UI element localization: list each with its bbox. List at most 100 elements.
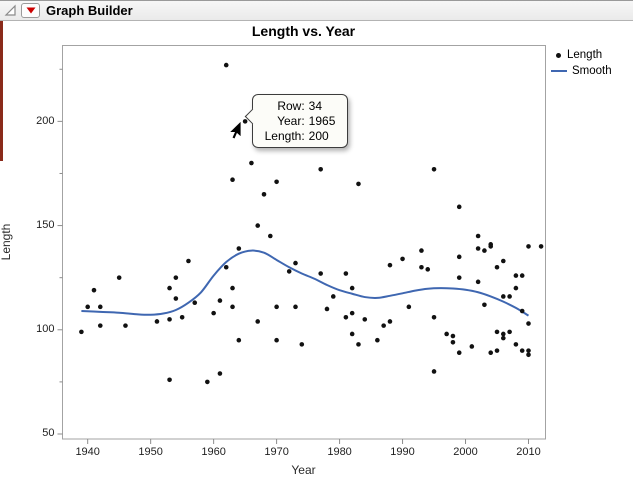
y-axis-title[interactable]: Length [0,223,13,261]
data-point[interactable] [469,344,475,349]
data-point[interactable] [431,167,437,172]
data-point[interactable] [501,335,506,341]
data-point[interactable] [381,323,386,328]
data-point[interactable] [387,319,393,324]
data-point[interactable] [475,279,481,285]
data-point[interactable] [179,314,185,320]
data-point[interactable] [526,352,531,358]
data-point[interactable] [419,248,424,253]
data-point[interactable] [97,304,103,310]
data-point[interactable] [274,304,279,310]
data-point[interactable] [186,258,191,264]
legend-item-length[interactable]: Length [551,47,612,63]
data-point[interactable] [475,233,481,239]
data-point[interactable] [230,285,235,291]
data-point[interactable] [268,233,273,239]
data-point[interactable] [456,204,462,210]
data-point[interactable] [519,273,525,278]
data-point[interactable] [223,264,229,270]
data-point[interactable] [501,331,506,337]
legend-item-smooth[interactable]: Smooth [551,63,612,79]
data-point[interactable] [456,350,462,356]
data-point[interactable] [91,287,97,293]
data-point[interactable] [431,369,437,374]
data-point[interactable] [211,310,216,316]
data-point[interactable] [431,314,437,320]
data-point[interactable] [501,258,506,264]
disclosure-triangle-icon[interactable] [4,4,17,17]
data-point[interactable] [425,267,431,272]
data-point[interactable] [526,321,531,326]
data-point[interactable] [343,314,349,320]
data-point[interactable] [513,285,519,291]
data-point[interactable] [318,271,323,276]
data-point[interactable] [236,337,242,343]
data-point[interactable] [167,377,172,383]
data-point[interactable] [343,271,349,276]
data-point[interactable] [123,323,128,328]
data-point[interactable] [387,262,393,268]
data-point[interactable] [488,244,494,249]
data-point[interactable] [217,298,223,303]
data-point[interactable] [494,348,500,353]
data-point[interactable] [249,160,254,166]
data-point[interactable] [513,342,519,347]
data-point[interactable] [230,304,235,310]
data-point[interactable] [456,254,462,260]
data-point[interactable] [293,304,298,310]
data-point[interactable] [242,119,248,124]
data-point[interactable] [400,256,405,262]
data-point[interactable] [349,285,355,291]
data-point[interactable] [419,264,424,270]
data-point[interactable] [318,167,323,172]
data-point[interactable] [406,304,412,310]
data-point[interactable] [456,275,462,280]
data-point[interactable] [236,246,242,251]
data-point[interactable] [85,304,90,310]
data-point[interactable] [356,181,361,187]
data-point[interactable] [192,300,198,305]
smooth-curve[interactable] [81,249,530,317]
data-point[interactable] [261,192,267,197]
data-point[interactable] [79,329,84,335]
data-point[interactable] [293,260,298,266]
data-point[interactable] [494,264,500,270]
data-point[interactable] [526,244,531,249]
data-point[interactable] [255,223,261,228]
data-point[interactable] [488,350,494,356]
data-point[interactable] [223,62,229,68]
data-point[interactable] [349,331,355,337]
data-point[interactable] [173,296,179,301]
data-point[interactable] [217,371,223,376]
data-point[interactable] [173,275,179,280]
data-point[interactable] [205,379,210,385]
data-point[interactable] [482,248,487,253]
data-point[interactable] [444,331,449,337]
data-point[interactable] [362,317,368,322]
data-point[interactable] [116,275,122,280]
data-point[interactable] [330,294,336,299]
data-point[interactable] [494,329,500,335]
data-point[interactable] [375,337,380,343]
data-point[interactable] [501,294,506,299]
data-point[interactable] [154,319,160,324]
data-point[interactable] [356,342,361,347]
data-point[interactable] [450,333,456,339]
data-point[interactable] [255,319,261,324]
data-point[interactable] [507,294,512,299]
red-triangle-menu-button[interactable] [21,3,40,18]
data-point[interactable] [519,308,525,314]
data-point[interactable] [286,269,292,274]
data-point[interactable] [450,339,456,345]
data-point[interactable] [513,273,519,278]
data-point[interactable] [230,177,235,183]
data-point[interactable] [349,310,355,316]
data-point[interactable] [299,342,305,347]
data-point[interactable] [274,337,279,343]
data-point[interactable] [507,329,512,335]
data-point[interactable] [519,348,525,353]
data-point[interactable] [324,306,330,312]
data-point[interactable] [526,348,531,353]
data-point[interactable] [167,317,172,322]
data-point[interactable] [482,302,487,308]
